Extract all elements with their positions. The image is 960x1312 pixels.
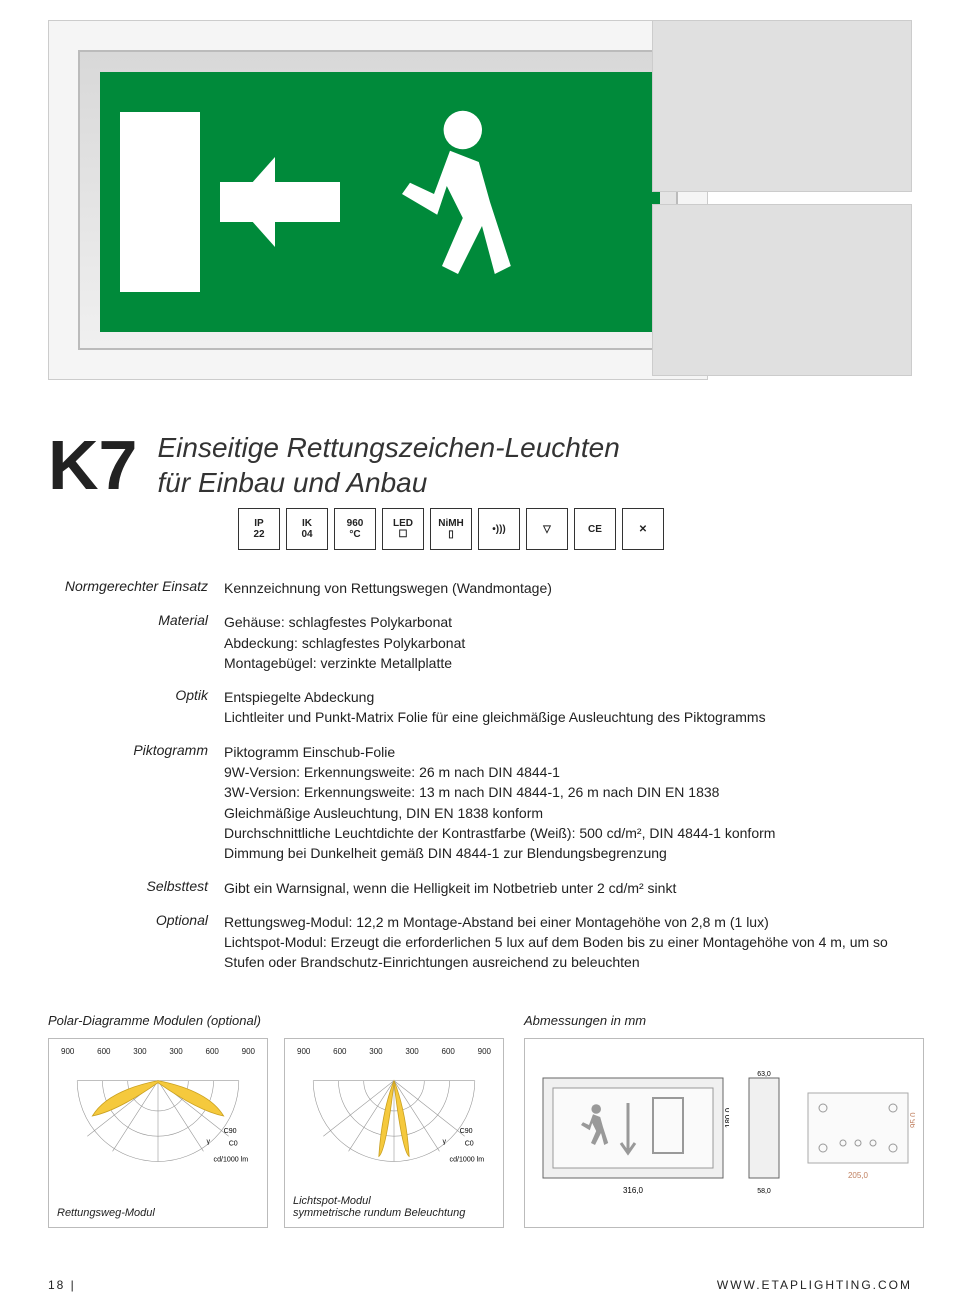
dim-mount-view: 205,0 95,0	[798, 1068, 915, 1198]
spec-value: Gehäuse: schlagfestes PolykarbonatAbdeck…	[224, 612, 465, 673]
spec-row: Optik Entspiegelte AbdeckungLichtleiter u…	[48, 687, 912, 728]
svg-text:γ: γ	[206, 1138, 210, 1145]
spec-badge-6: ▽	[526, 508, 568, 550]
spec-badge-7: CE	[574, 508, 616, 550]
polar-ticks: 900600300300600900	[57, 1047, 259, 1056]
spec-label: Piktogramm	[48, 742, 208, 864]
spec-label: Material	[48, 612, 208, 673]
svg-text:C0: C0	[229, 1140, 238, 1147]
spec-value: Piktogramm Einschub-Folie9W-Version: Erk…	[224, 742, 775, 864]
spec-value: Entspiegelte AbdeckungLichtleiter und Pu…	[224, 687, 766, 728]
svg-text:γ: γ	[442, 1138, 446, 1145]
spec-badge-3: LED☐	[382, 508, 424, 550]
product-photo-detail-2	[652, 204, 912, 376]
product-photo-detail-1	[652, 20, 912, 192]
svg-text:C90: C90	[460, 1128, 473, 1135]
specs-table: Normgerechter Einsatz Kennzeichnung von R…	[48, 578, 912, 973]
diagrams-section: Polar-Diagramme Modulen (optional) 90060…	[48, 1013, 912, 1228]
spec-badge-4: NiMH▯	[430, 508, 472, 550]
page-footer: 18 | WWW.ETAPLIGHTING.COM	[48, 1278, 912, 1292]
spec-badge-0: IP22	[238, 508, 280, 550]
polar-caption: Rettungsweg-Modul	[57, 1207, 259, 1219]
product-photo-main	[48, 20, 708, 380]
polar-caption: Lichtspot-Modulsymmetrische rundum Beleu…	[293, 1195, 495, 1219]
spec-row: PiktogrammPiktogramm Einschub-Folie9W-Ve…	[48, 742, 912, 864]
svg-text:C0: C0	[465, 1140, 474, 1147]
svg-text:63,0: 63,0	[757, 1071, 771, 1078]
svg-text:180,0: 180,0	[724, 1107, 729, 1128]
spec-label: Normgerechter Einsatz	[48, 578, 208, 598]
svg-text:cd/1000 lm: cd/1000 lm	[214, 1156, 249, 1163]
page-number: 18 |	[48, 1278, 76, 1292]
spec-label: Optik	[48, 687, 208, 728]
spec-badge-5: •)))	[478, 508, 520, 550]
polar-diagram-1: 900600300300600900 C90 C0 γ cd/1000 lm Lichts…	[284, 1038, 504, 1228]
spec-value: Kennzeichnung von Rettungswegen (Wandmon…	[224, 578, 552, 598]
spec-label: Selbsttest	[48, 878, 208, 898]
polar-section-title: Polar-Diagramme Modulen (optional)	[48, 1013, 504, 1028]
spec-label: Optional	[48, 912, 208, 973]
svg-text:205,0: 205,0	[848, 1171, 869, 1180]
spec-row: Selbsttest Gibt ein Warnsignal, wenn die …	[48, 878, 912, 898]
svg-text:C90: C90	[224, 1128, 237, 1135]
polar-diagram-0: 900600300300600900 C90 C0 γ cd/1000 lm Rettun…	[48, 1038, 268, 1228]
dim-front-view: 316,0 180,0	[533, 1068, 729, 1198]
svg-text:cd/1000 lm: cd/1000 lm	[450, 1156, 485, 1163]
spec-icon-row: IP22IK04960°CLED☐NiMH▯•)))▽CE✕	[238, 508, 912, 550]
hero-image-area	[48, 20, 912, 400]
spec-badge-2: 960°C	[334, 508, 376, 550]
footer-url: WWW.ETAPLIGHTING.COM	[717, 1278, 912, 1292]
spec-row: Material Gehäuse: schlagfestes Polykarbon…	[48, 612, 912, 673]
svg-text:316,0: 316,0	[623, 1186, 644, 1195]
svg-text:58,0: 58,0	[757, 1188, 771, 1195]
dim-side-view: 58,0 63,0	[739, 1068, 788, 1198]
dimensions-drawing: 316,0 180,0 58,0 63,0 205	[524, 1038, 924, 1228]
running-man-icon	[370, 102, 530, 302]
spec-value: Rettungsweg-Modul: 12,2 m Montage-Abstan…	[224, 912, 912, 973]
spec-row: Normgerechter Einsatz Kennzeichnung von R…	[48, 578, 912, 598]
spec-value: Gibt ein Warnsignal, wenn die Helligkeit…	[224, 878, 676, 898]
dims-section-title: Abmessungen in mm	[524, 1013, 924, 1028]
svg-text:95,0: 95,0	[909, 1112, 915, 1128]
polar-ticks: 900600300300600900	[293, 1047, 495, 1056]
product-title: Einseitige Rettungszeichen-Leuchten für …	[157, 430, 619, 500]
spec-badge-1: IK04	[286, 508, 328, 550]
spec-row: Optional Rettungsweg-Modul: 12,2 m Montag…	[48, 912, 912, 973]
spec-badge-8: ✕	[622, 508, 664, 550]
product-code: K7	[48, 430, 137, 500]
